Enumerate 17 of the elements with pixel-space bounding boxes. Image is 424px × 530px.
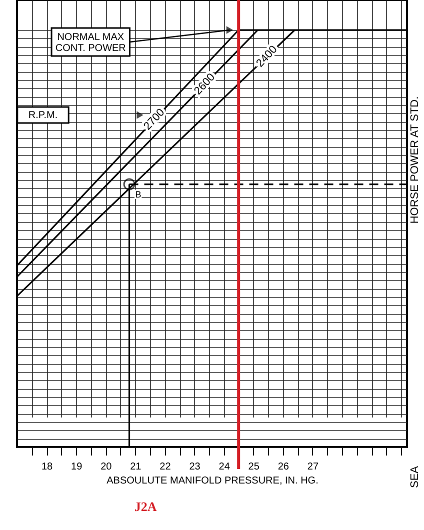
annotation: NORMAL MAX CONT. POWER (55, 32, 126, 54)
x-tick-label: 25 (248, 462, 260, 472)
annotation: B (135, 189, 142, 200)
x-axis-title: ABSOULUTE MANIFOLD PRESSURE, IN. HG. (106, 476, 318, 486)
x-tick-label: 18 (41, 462, 54, 472)
x-tick-label: 19 (71, 462, 83, 472)
text: SEA (409, 465, 421, 488)
x-tick-label: 20 (100, 462, 112, 472)
annotation: R.P.M. (28, 110, 58, 121)
y-axis-title: HORSE POWER AT STD. (409, 96, 421, 224)
x-tick-label: 23 (189, 462, 201, 472)
x-tick-label: 21 (130, 462, 142, 472)
x-tick-label: 24 (218, 462, 230, 472)
ref-line-label: J2A (134, 499, 158, 514)
x-tick-label: 26 (278, 462, 290, 472)
x-tick-label: 27 (307, 462, 319, 472)
x-tick-label: 22 (160, 462, 172, 472)
